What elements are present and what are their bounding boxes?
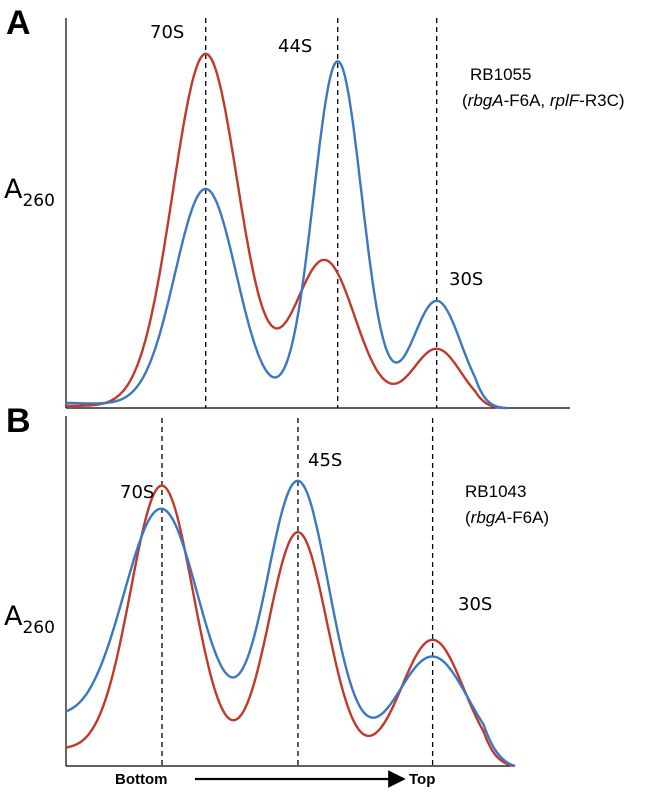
panel-b-strain-name: RB1043 (465, 482, 526, 501)
panel-a-y-label-main: A (4, 174, 23, 205)
panel-a-y-label-sub: 260 (22, 191, 54, 211)
panel-b-genotype-gene: rbgA (471, 508, 507, 527)
panel-a-genotype-gene1: rbgA (468, 91, 504, 110)
panel-a-curves (65, 52, 507, 410)
panel-a-genotype-open: ( (462, 91, 468, 110)
gradient-bottom-label: Bottom (115, 771, 168, 788)
panel-a-y-label: A260 (4, 174, 55, 211)
panel-a-genotype-mut1: -F6A, (504, 91, 550, 110)
panel-b-curve-red (65, 484, 516, 768)
panel-b-y-label-sub: 260 (22, 618, 54, 638)
panel-b-y-label: A260 (4, 601, 55, 638)
panel-b-peak-guides (161, 418, 434, 766)
panel-a-genotype-gene2: rplF (550, 91, 581, 110)
panel-b-peak-label-70s: 70S (120, 482, 154, 503)
panel-b-y-label-main: A (4, 601, 23, 632)
panel-a-genotype: (rbgA-F6A, rplF-R3C) (462, 91, 625, 110)
panel-a-chart: A A260 70S 44S 30S RB1055 (rbgA-F6A, rpl… (4, 4, 625, 410)
panel-b-genotype-mut: -F6A) (507, 508, 550, 527)
panel-a-genotype-mut2: -R3C) (579, 91, 624, 110)
gradient-direction-label: Bottom Top (115, 770, 435, 788)
panel-a-peak-label-30s: 30S (449, 269, 483, 290)
gradient-top-label: Top (409, 771, 435, 788)
panel-b-chart: B A260 70S 45S 30S RB1043 (rbgA-F6A) (4, 402, 549, 768)
panel-b-curve-blue (65, 479, 516, 768)
panel-a-strain-name: RB1055 (470, 65, 531, 84)
panel-b-curves (65, 479, 516, 768)
panel-b-genotype-open: ( (465, 508, 471, 527)
panel-b-peak-label-30s: 30S (458, 594, 492, 615)
panel-a-curve-blue (65, 60, 507, 410)
panel-a-peak-guides (205, 18, 438, 408)
panel-letter-b: B (6, 402, 31, 440)
panel-a-peak-label-70s: 70S (150, 22, 184, 43)
panel-a-peak-label-44s: 44S (278, 36, 312, 57)
panel-b-peak-label-45s: 45S (308, 450, 342, 471)
panel-letter-a: A (6, 4, 31, 42)
panel-b-genotype: (rbgA-F6A) (465, 508, 549, 527)
panel-a-curve-red (65, 52, 507, 410)
